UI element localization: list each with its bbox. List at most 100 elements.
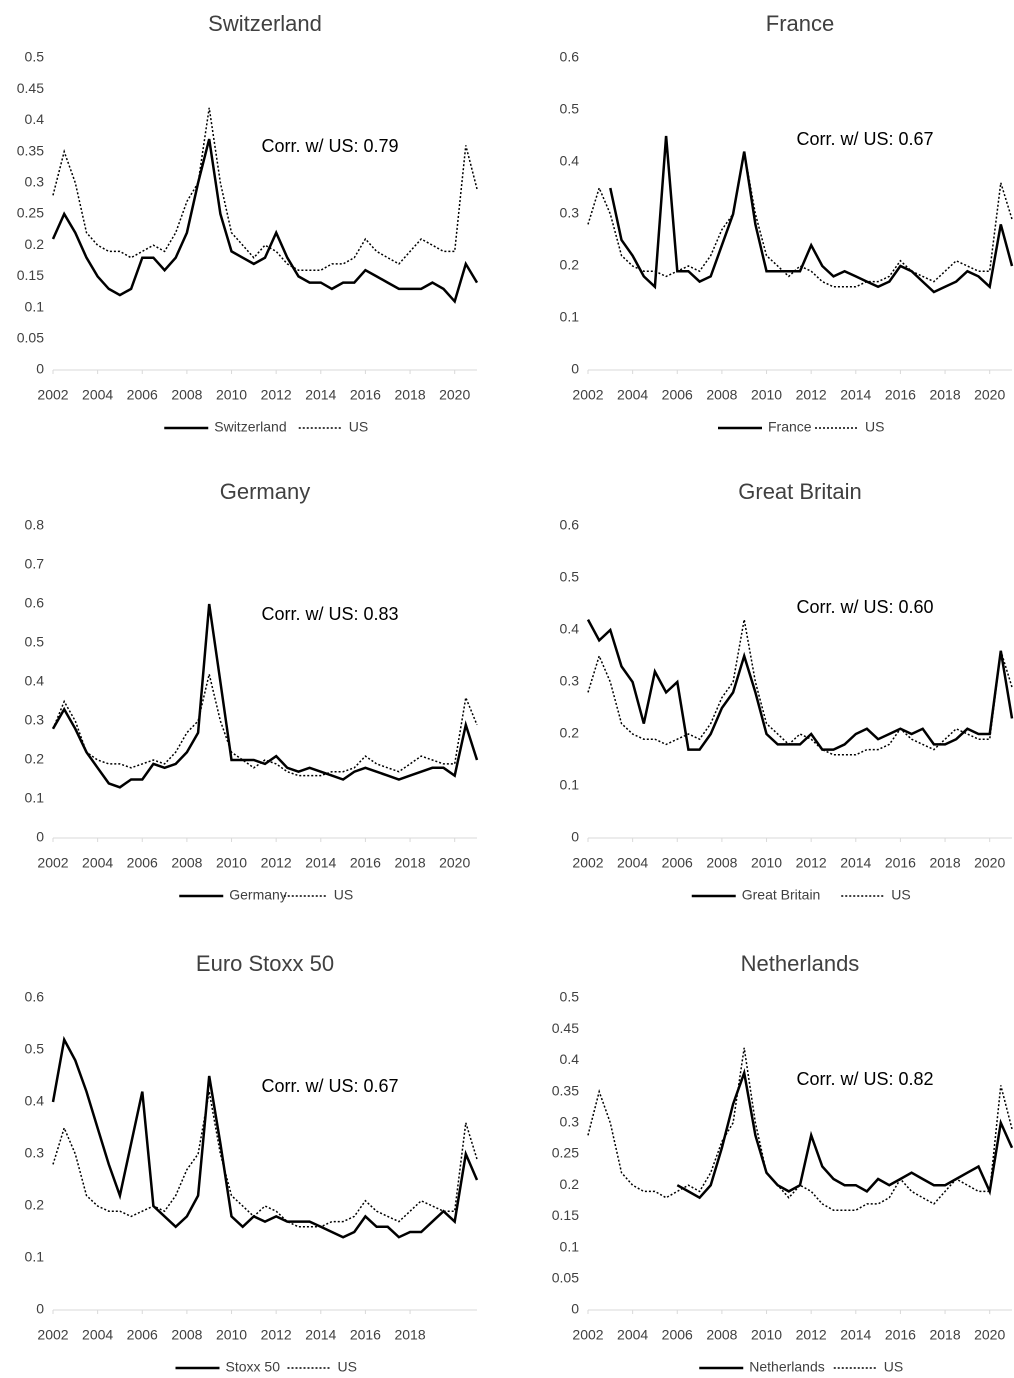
x-tick-label: 2020 [439,855,470,871]
annotation: Corr. w/ US: 0.83 [261,604,398,624]
y-tick-label: 0.3 [560,673,580,689]
y-tick-label: 0 [36,829,44,845]
series-line [51,138,479,304]
x-tick-label: 2010 [216,855,247,871]
x-tick-label: 2010 [216,387,247,403]
annotation: Corr. w/ US: 0.79 [261,136,398,156]
x-tick-label: 2014 [305,1327,336,1343]
series-line [51,603,479,789]
annotation: Corr. w/ US: 0.60 [796,597,933,617]
y-tick-label: 0.35 [552,1082,579,1098]
x-tick-label: 2006 [662,387,693,403]
x-tick-label: 2002 [37,1327,68,1343]
x-tick-label: 2008 [171,387,202,403]
y-tick-label: 0.1 [560,309,580,325]
y-tick-label: 0.5 [560,989,580,1005]
y-tick-label: 0.2 [25,236,45,252]
legend-label: France [768,419,812,435]
legend-label: Netherlands [749,1359,825,1375]
y-tick-label: 0.3 [560,205,580,221]
x-tick-label: 2004 [617,855,648,871]
y-tick-label: 0.1 [25,298,45,314]
x-tick-label: 2006 [127,855,158,871]
chart-title: Germany [220,479,310,504]
y-tick-label: 0.7 [25,556,45,572]
x-tick-label: 2012 [796,387,827,403]
x-tick-label: 2014 [305,855,336,871]
annotation: Corr. w/ US: 0.67 [796,129,933,149]
x-tick-label: 2020 [974,855,1005,871]
x-tick-label: 2012 [261,1327,292,1343]
chart-title: Great Britain [738,479,862,504]
chart-title: Netherlands [741,951,860,976]
series-line [587,619,1013,756]
y-tick-label: 0.1 [25,1249,45,1265]
y-tick-label: 0.8 [25,517,45,533]
annotation: Corr. w/ US: 0.67 [261,1076,398,1096]
y-tick-label: 0.5 [25,634,45,650]
x-tick-label: 2012 [261,387,292,403]
legend-label: US [334,887,353,903]
legend-label: US [349,419,368,435]
x-tick-label: 2002 [572,1327,603,1343]
x-tick-label: 2002 [37,387,68,403]
x-tick-label: 2008 [171,855,202,871]
annotation: Corr. w/ US: 0.82 [796,1069,933,1089]
x-tick-label: 2006 [127,387,158,403]
series-line [676,1068,1014,1200]
legend-label: US [865,419,884,435]
x-tick-label: 2010 [751,387,782,403]
x-tick-label: 2010 [216,1327,247,1343]
series-line [51,1035,479,1239]
series-line [52,107,478,271]
y-tick-label: 0.2 [560,257,580,273]
y-tick-label: 0 [36,361,44,377]
x-tick-label: 2014 [305,387,336,403]
series-line [587,151,1013,288]
x-tick-label: 2014 [840,855,871,871]
x-tick-label: 2008 [706,855,737,871]
y-tick-label: 0.05 [552,1270,579,1286]
y-tick-label: 0.25 [17,205,44,221]
x-tick-label: 2018 [394,1327,425,1343]
x-tick-label: 2016 [350,1327,381,1343]
y-tick-label: 0.4 [25,111,45,127]
legend-label: Stoxx 50 [226,1359,281,1375]
y-tick-label: 0.15 [552,1207,579,1223]
y-tick-label: 0.5 [25,49,45,65]
series-line [586,619,1014,751]
x-tick-label: 2002 [572,387,603,403]
series-line [609,135,1014,294]
y-tick-label: 0.2 [25,1197,45,1213]
y-tick-label: 0.05 [17,330,44,346]
y-tick-label: 0.1 [560,777,580,793]
y-tick-label: 0.4 [560,153,580,169]
y-tick-label: 0.6 [560,49,580,65]
y-tick-label: 0 [571,361,579,377]
chart-title: Euro Stoxx 50 [196,951,334,976]
x-tick-label: 2016 [350,387,381,403]
x-tick-label: 2014 [840,387,871,403]
x-tick-label: 2014 [840,1327,871,1343]
y-tick-label: 0.6 [25,989,45,1005]
chart-title: Switzerland [208,11,322,36]
y-tick-label: 0.4 [560,1051,580,1067]
series-line [52,1091,478,1228]
y-tick-label: 0.25 [552,1145,579,1161]
legend-label: Great Britain [742,887,821,903]
y-tick-label: 0.6 [560,517,580,533]
y-tick-label: 0.2 [560,725,580,741]
y-tick-label: 0.5 [25,1041,45,1057]
y-tick-label: 0.3 [25,1145,45,1161]
x-tick-label: 2010 [751,855,782,871]
x-tick-label: 2004 [82,855,113,871]
y-tick-label: 0.2 [25,751,45,767]
x-tick-label: 2012 [261,855,292,871]
y-tick-label: 0.4 [560,621,580,637]
x-tick-label: 2018 [394,387,425,403]
x-tick-label: 2002 [572,855,603,871]
y-tick-label: 0.1 [25,790,45,806]
chart-title: France [766,11,834,36]
y-tick-label: 0.3 [560,1114,580,1130]
